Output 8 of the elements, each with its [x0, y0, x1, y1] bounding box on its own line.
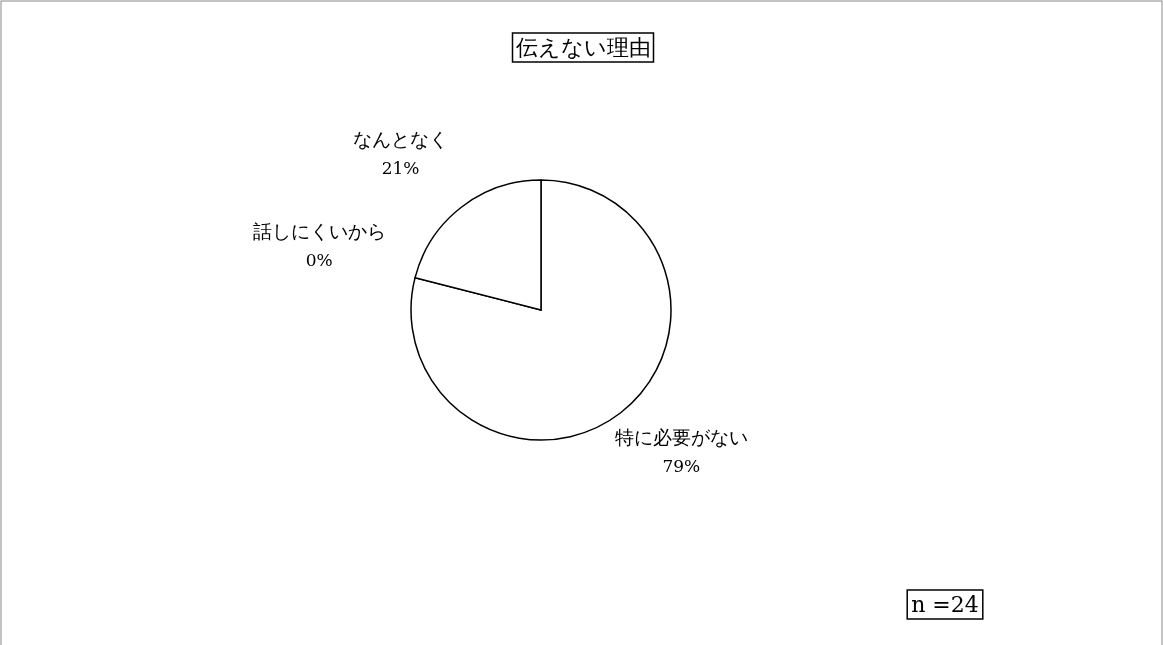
text: n =24 — [911, 592, 979, 617]
data-label: 21% — [381, 158, 420, 179]
slice-label: 特に必要がない — [614, 425, 748, 448]
data-label: 79% — [662, 455, 701, 476]
category-label: 話しにくいから — [252, 219, 386, 242]
chart-title: 伝えない理由 — [515, 35, 651, 60]
slice-label: なんとなく — [353, 128, 449, 151]
text: 0% — [305, 249, 333, 270]
